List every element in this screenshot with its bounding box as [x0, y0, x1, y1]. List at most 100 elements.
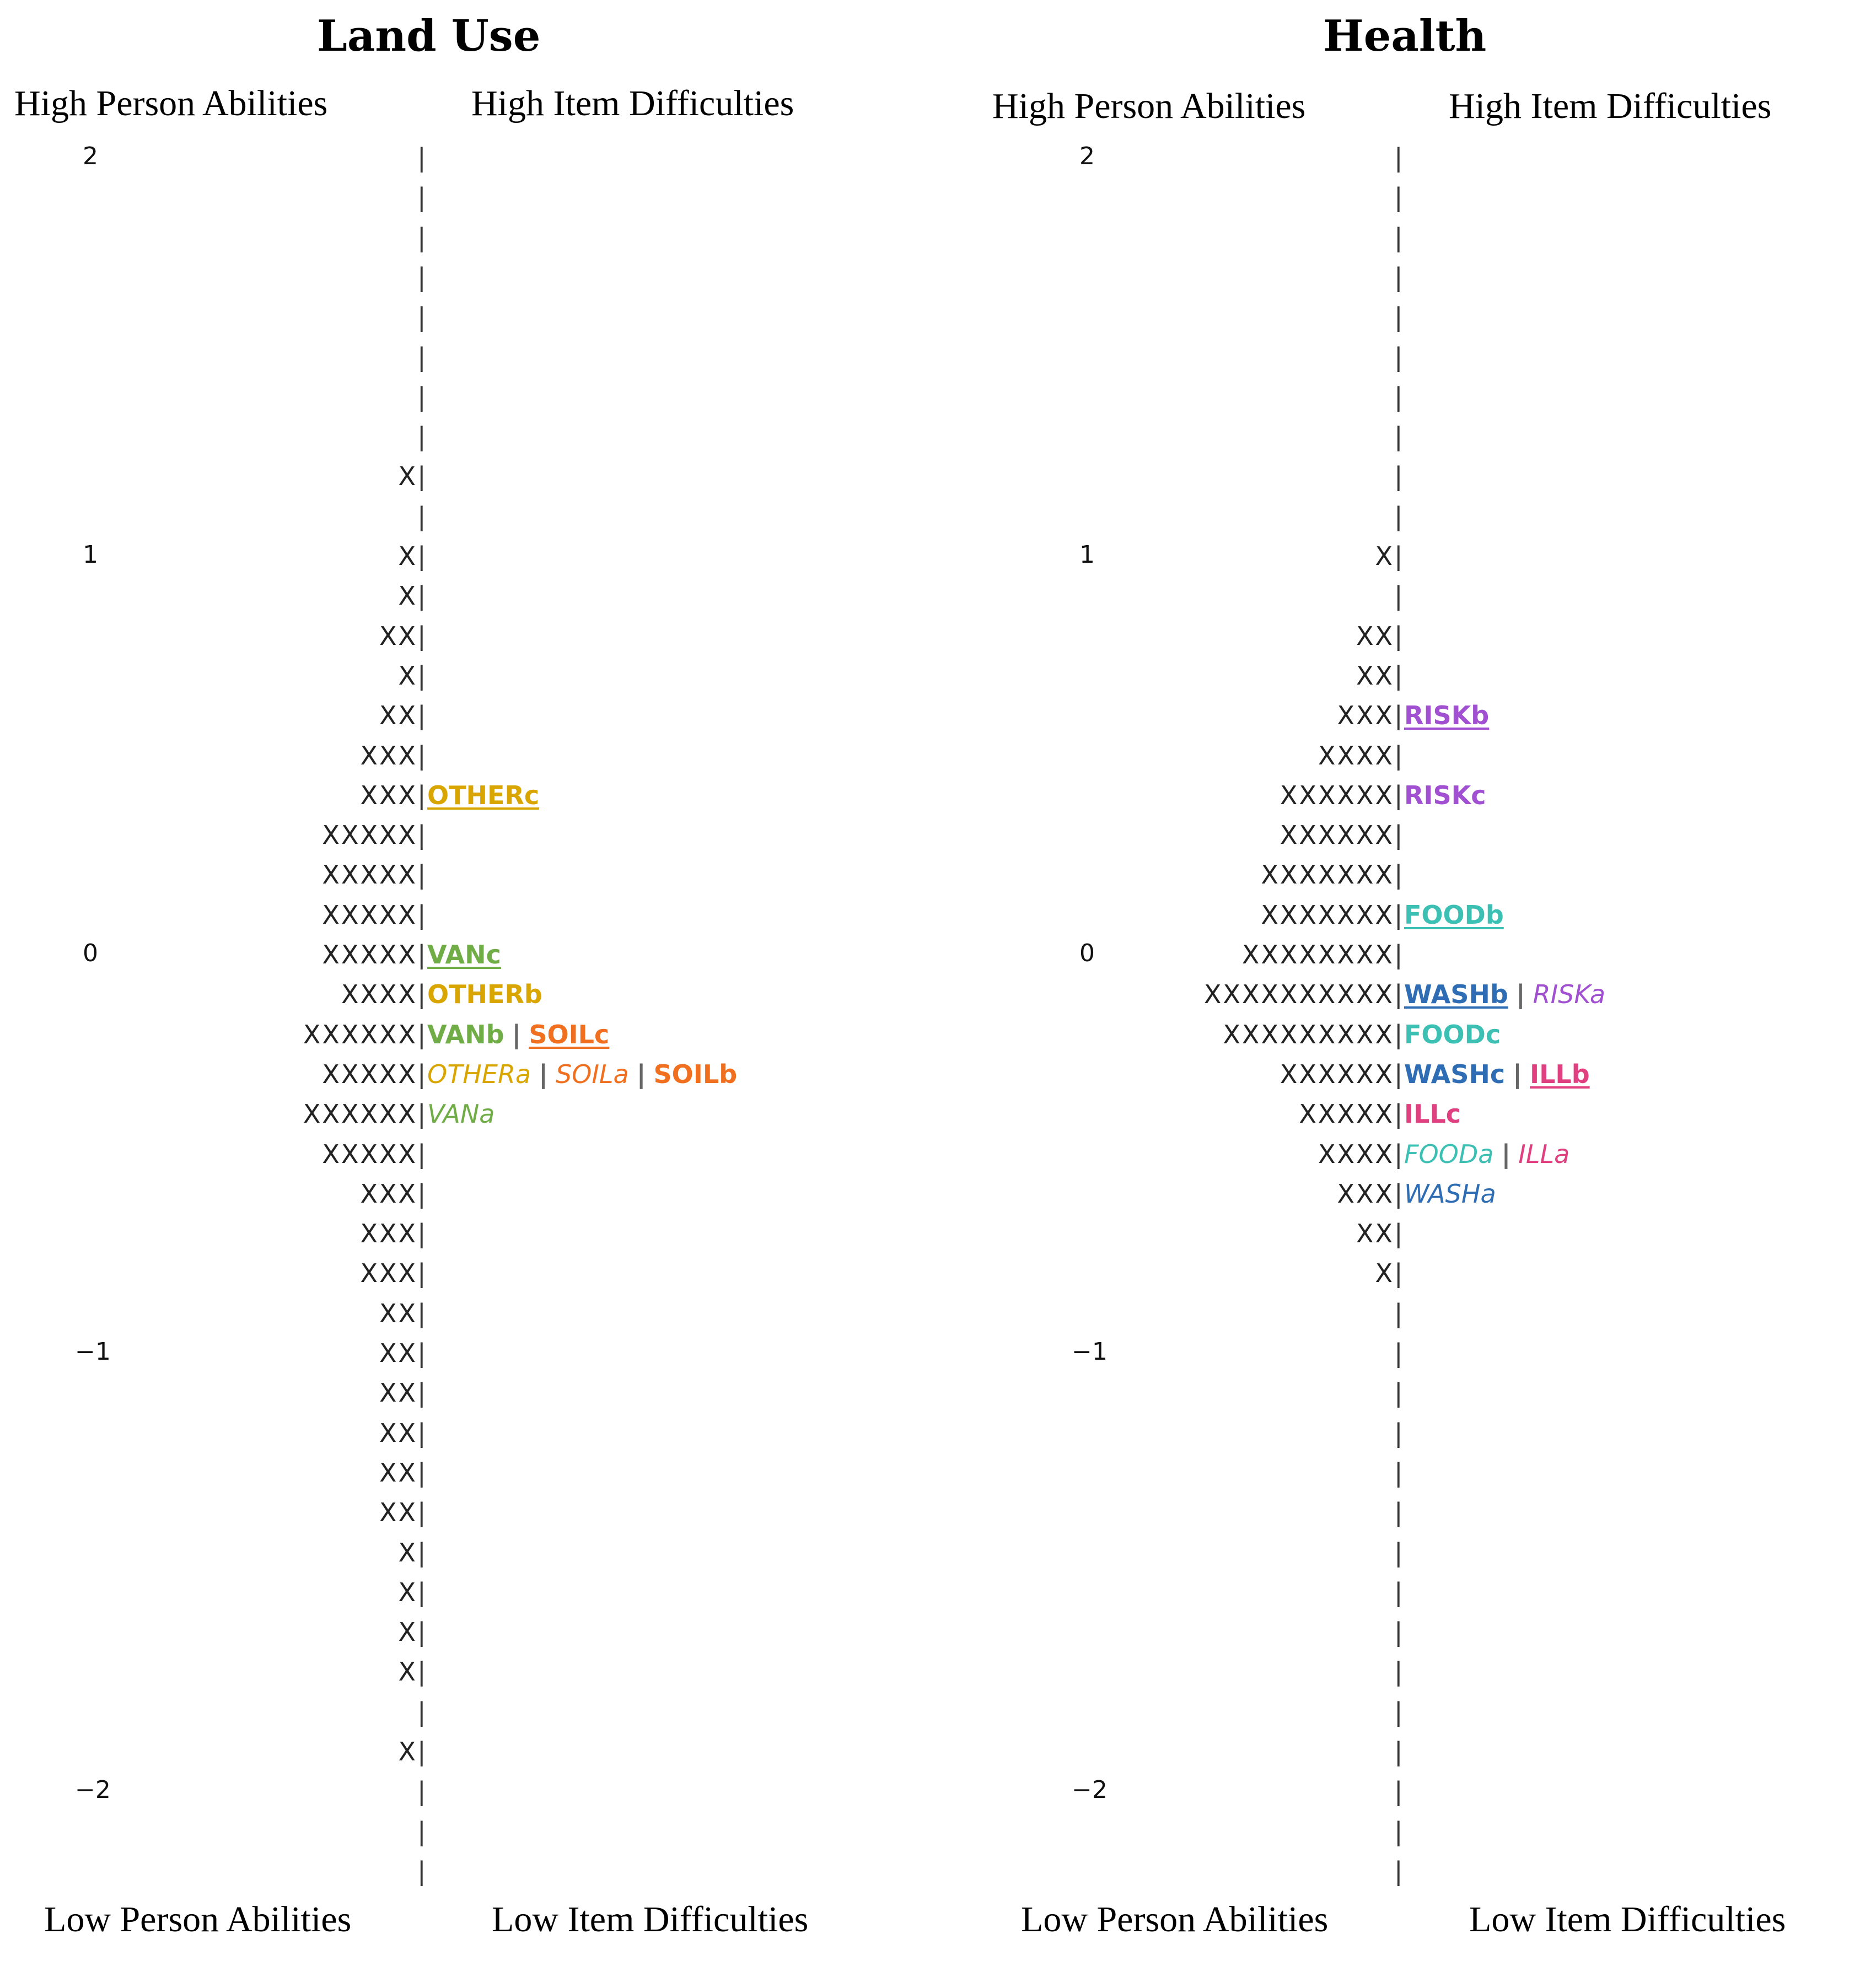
health-title: Health — [1323, 11, 1487, 61]
land-use-axis-bar: | — [417, 1178, 426, 1209]
land-use-axis-bar: | — [417, 701, 426, 731]
land-use-title: Land Use — [317, 11, 541, 61]
land-use-row: XXX | — [0, 1214, 1876, 1253]
land-use-axis-bar: | — [417, 820, 426, 850]
health-row: XXXXXXX | — [0, 855, 1876, 895]
land-use-item-VANa: VANa — [427, 1099, 495, 1129]
health-person-marks: XXXXXX — [1280, 780, 1394, 810]
health-row: | — [0, 417, 1876, 456]
health-axis-bar: | — [1394, 541, 1403, 571]
land-use-row: | — [0, 297, 1876, 337]
health-axis-bar: | — [1394, 1338, 1403, 1368]
land-use-row: X | — [0, 1612, 1876, 1652]
health-row: | — [0, 257, 1876, 297]
health-row: XXXXXXXXX | FOODc — [0, 1015, 1876, 1054]
health-row: XXXXXXXXXX | WASHb | RISKa — [0, 974, 1876, 1014]
health-item-labels: FOODb — [1404, 895, 1504, 935]
land-use-person-marks: XXXX — [341, 979, 417, 1010]
land-use-axis-bar: | — [417, 1537, 426, 1567]
health-axis-bar: | — [1394, 1418, 1403, 1448]
land-use-row: XXXXX | VANc — [0, 935, 1876, 974]
land-use-axis-bar: | — [417, 1497, 426, 1528]
land-use-item-OTHERc: OTHERc — [427, 780, 540, 810]
land-use-person-marks: XX — [379, 1338, 417, 1368]
land-use-axis-bar: | — [417, 1577, 426, 1607]
land-use-axis-bar: | — [417, 940, 426, 969]
land-use-item-labels: VANa — [427, 1094, 494, 1134]
health-row: | — [0, 1612, 1876, 1652]
land-use-axis-bar: | — [417, 143, 426, 173]
land-use-axis-bar: | — [417, 381, 426, 412]
land-use-axis-bar: | — [417, 1856, 426, 1886]
health-axis-bar: | — [1394, 1856, 1403, 1886]
land-use-row: | — [0, 1851, 1876, 1891]
health-row: | — [0, 1333, 1876, 1373]
land-use-low-item-difficulties: Low Item Difficulties — [492, 1899, 809, 1940]
land-use-person-marks: XX — [379, 1418, 417, 1448]
land-use-row: | — [0, 1812, 1876, 1851]
health-axis-bar: | — [1394, 461, 1403, 492]
health-row: | — [0, 1493, 1876, 1532]
health-row: | — [0, 218, 1876, 257]
health-item-RISKc: RISKc — [1404, 780, 1486, 810]
land-use-person-marks: XXXXX — [322, 1139, 417, 1169]
health-axis-bar: | — [1394, 1657, 1403, 1687]
health-row: XXX | RISKb — [0, 696, 1876, 735]
land-use-axis-bar: | — [417, 1418, 426, 1448]
health-item-labels: ILLc — [1404, 1094, 1461, 1134]
land-use-row: | — [0, 377, 1876, 417]
health-axis-bar: | — [1394, 143, 1403, 173]
health-axis-bar: | — [1394, 302, 1403, 332]
health-row: | — [0, 1692, 1876, 1732]
health-axis-bar: | — [1394, 1816, 1403, 1846]
health-row: | — [0, 1453, 1876, 1493]
health-axis-bar: | — [1394, 1776, 1403, 1807]
health-row: XX | — [0, 1214, 1876, 1253]
land-use-item-separator: | — [539, 1059, 548, 1089]
land-use-item-OTHERa: OTHERa — [427, 1059, 531, 1089]
health-item-separator: | — [1515, 979, 1525, 1010]
land-use-axis-bar: | — [417, 501, 426, 531]
health-axis-bar: | — [1394, 1258, 1403, 1289]
land-use-person-marks: XXX — [360, 780, 417, 810]
health-tick-label: 0 — [1079, 939, 1095, 967]
health-person-marks: XXXXXXXXXX — [1203, 979, 1394, 1010]
health-axis-bar: | — [1394, 182, 1403, 213]
land-use-axis-bar: | — [417, 1657, 426, 1687]
health-high-item-difficulties: High Item Difficulties — [1449, 86, 1772, 126]
land-use-row: XX | — [0, 1453, 1876, 1493]
health-row: | — [0, 377, 1876, 417]
land-use-axis-bar: | — [417, 1139, 426, 1169]
land-use-person-marks: XX — [379, 701, 417, 731]
health-item-labels: WASHa — [1404, 1174, 1496, 1214]
land-use-person-marks: XXXXXX — [303, 1099, 417, 1129]
land-use-person-marks: XXXXX — [322, 820, 417, 850]
land-use-axis-bar: | — [417, 1059, 426, 1089]
health-axis-bar: | — [1394, 740, 1403, 771]
land-use-axis-bar: | — [417, 182, 426, 213]
land-use-row: XXX | — [0, 1174, 1876, 1214]
land-use-row: XXXXXX | VANa — [0, 1094, 1876, 1134]
health-row: | — [0, 138, 1876, 177]
health-axis-bar: | — [1394, 1577, 1403, 1607]
health-row: XXXX | FOODa | ILLa — [0, 1134, 1876, 1174]
health-person-marks: XXX — [1337, 1178, 1394, 1209]
health-axis-bar: | — [1394, 1298, 1403, 1328]
land-use-item-SOILa: SOILa — [555, 1059, 629, 1089]
health-axis-bar: | — [1394, 422, 1403, 452]
health-axis-bar: | — [1394, 1696, 1403, 1727]
land-use-person-marks: XXXXX — [322, 940, 417, 969]
land-use-row: XX | — [0, 1413, 1876, 1453]
land-use-person-marks: XXX — [360, 1258, 417, 1289]
land-use-row: X | — [0, 576, 1876, 616]
land-use-row: X | — [0, 1652, 1876, 1692]
health-row: | — [0, 456, 1876, 496]
land-use-axis-bar: | — [417, 1099, 426, 1129]
land-use-axis-bar: | — [417, 740, 426, 771]
land-use-row: XX | — [0, 1493, 1876, 1532]
land-use-axis-bar: | — [417, 1696, 426, 1727]
land-use-person-marks: XXX — [360, 740, 417, 771]
land-use-person-marks: X — [398, 1617, 417, 1647]
health-item-labels: FOODa | ILLa — [1404, 1134, 1569, 1174]
land-use-axis-bar: | — [417, 262, 426, 292]
